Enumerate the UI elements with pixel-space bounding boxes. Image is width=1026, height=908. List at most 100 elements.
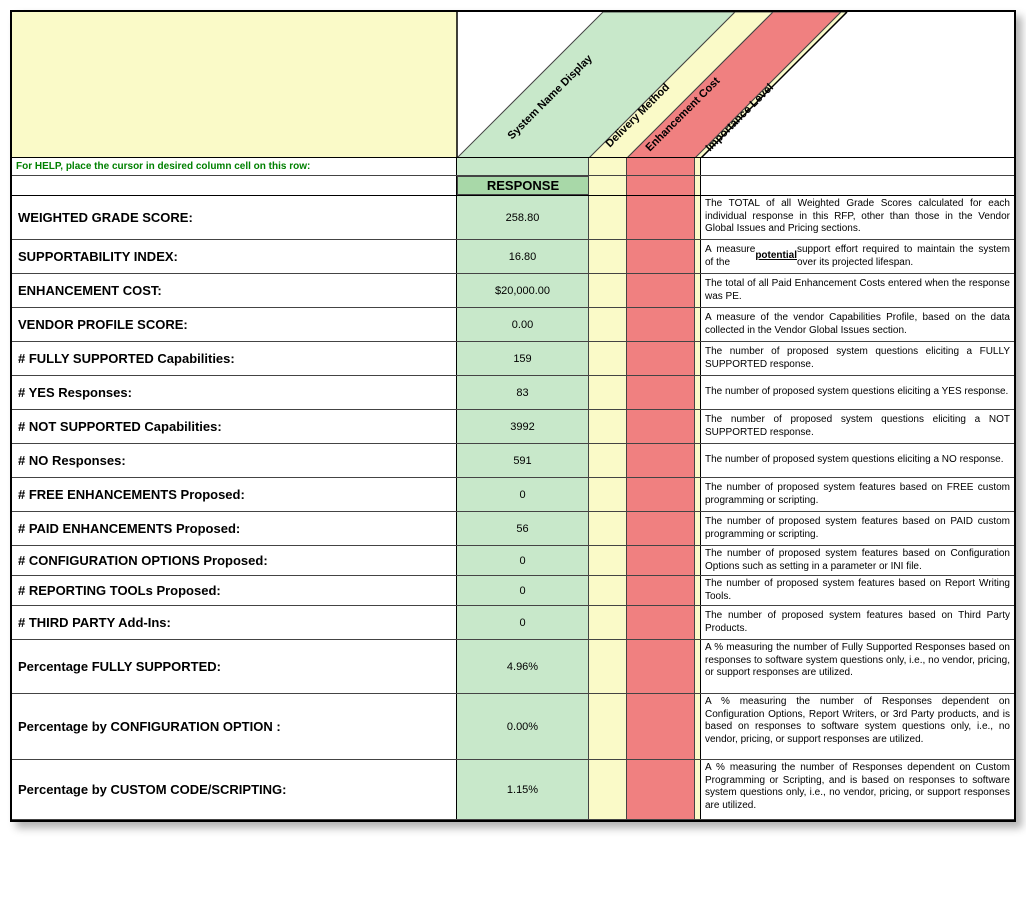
row-label: # THIRD PARTY Add-Ins: xyxy=(12,606,457,639)
row-response-value[interactable]: $20,000.00 xyxy=(457,274,589,307)
row-delivery-cell[interactable] xyxy=(589,376,627,409)
row-response-value[interactable]: 159 xyxy=(457,342,589,375)
table-row: ENHANCEMENT COST:$20,000.00The total of … xyxy=(12,274,1014,308)
row-description: The number of proposed system questions … xyxy=(701,342,1014,375)
row-description: The number of proposed system features b… xyxy=(701,512,1014,545)
row-label: # YES Responses: xyxy=(12,376,457,409)
row-description: The number of proposed system questions … xyxy=(701,444,1014,477)
row-response-value[interactable]: 0.00% xyxy=(457,694,589,759)
row-response-value[interactable]: 56 xyxy=(457,512,589,545)
row-label: # NOT SUPPORTED Capabilities: xyxy=(12,410,457,443)
row-label: VENDOR PROFILE SCORE: xyxy=(12,308,457,341)
row-enhancement-cell[interactable] xyxy=(627,512,695,545)
row-delivery-cell[interactable] xyxy=(589,640,627,693)
row-delivery-cell[interactable] xyxy=(589,342,627,375)
row-description: A % measuring the number of Fully Suppor… xyxy=(701,640,1014,693)
row-enhancement-cell[interactable] xyxy=(627,478,695,511)
row-delivery-cell[interactable] xyxy=(589,274,627,307)
row-delivery-cell[interactable] xyxy=(589,444,627,477)
row-enhancement-cell[interactable] xyxy=(627,694,695,759)
row-enhancement-cell[interactable] xyxy=(627,342,695,375)
table-row: Percentage by CUSTOM CODE/SCRIPTING:1.15… xyxy=(12,760,1014,820)
row-response-value[interactable]: 4.96% xyxy=(457,640,589,693)
row-enhancement-cell[interactable] xyxy=(627,274,695,307)
row-description: The TOTAL of all Weighted Grade Scores c… xyxy=(701,196,1014,239)
row-enhancement-cell[interactable] xyxy=(627,640,695,693)
row-response-value[interactable]: 258.80 xyxy=(457,196,589,239)
diagonal-header: System Name Display Delivery Method Enha… xyxy=(12,12,1014,158)
row-enhancement-cell[interactable] xyxy=(627,196,695,239)
row-delivery-cell[interactable] xyxy=(589,196,627,239)
row-delivery-cell[interactable] xyxy=(589,760,627,819)
table-row: # THIRD PARTY Add-Ins:0 The number of pro… xyxy=(12,606,1014,640)
row-label: # CONFIGURATION OPTIONS Proposed: xyxy=(12,546,457,575)
row-enhancement-cell[interactable] xyxy=(627,444,695,477)
row-response-value[interactable]: 0 xyxy=(457,606,589,639)
table-row: # FULLY SUPPORTED Capabilities:159 The nu… xyxy=(12,342,1014,376)
help-row: For HELP, place the cursor in desired co… xyxy=(12,158,1014,176)
response-header-delivery xyxy=(589,176,627,195)
row-delivery-cell[interactable] xyxy=(589,410,627,443)
table-row: # YES Responses:83 The number of proposed… xyxy=(12,376,1014,410)
row-enhancement-cell[interactable] xyxy=(627,760,695,819)
rows-container: WEIGHTED GRADE SCORE:258.80The TOTAL of … xyxy=(12,196,1014,820)
response-header-enh xyxy=(627,176,695,195)
row-label: # REPORTING TOOLs Proposed: xyxy=(12,576,457,605)
row-label: # PAID ENHANCEMENTS Proposed: xyxy=(12,512,457,545)
row-enhancement-cell[interactable] xyxy=(627,606,695,639)
help-cell-enhancement[interactable] xyxy=(627,158,695,175)
row-enhancement-cell[interactable] xyxy=(627,240,695,273)
response-header-cell: RESPONSE xyxy=(457,176,589,195)
row-response-value[interactable]: 0.00 xyxy=(457,308,589,341)
row-label: # FULLY SUPPORTED Capabilities: xyxy=(12,342,457,375)
help-cell-delivery[interactable] xyxy=(589,158,627,175)
row-delivery-cell[interactable] xyxy=(589,308,627,341)
row-label: Percentage by CONFIGURATION OPTION : xyxy=(12,694,457,759)
row-description: A measure of the potential support effor… xyxy=(701,240,1014,273)
row-delivery-cell[interactable] xyxy=(589,576,627,605)
row-delivery-cell[interactable] xyxy=(589,546,627,575)
row-description: The total of all Paid Enhancement Costs … xyxy=(701,274,1014,307)
row-response-value[interactable]: 3992 xyxy=(457,410,589,443)
row-description: The number of proposed system features b… xyxy=(701,606,1014,639)
row-enhancement-cell[interactable] xyxy=(627,576,695,605)
table-row: # REPORTING TOOLs Proposed:0 The number o… xyxy=(12,576,1014,606)
row-description: The number of proposed system features b… xyxy=(701,576,1014,605)
table-row: # NOT SUPPORTED Capabilities:3992The num… xyxy=(12,410,1014,444)
row-description: A measure of the vendor Capabilities Pro… xyxy=(701,308,1014,341)
row-label: Percentage by CUSTOM CODE/SCRIPTING: xyxy=(12,760,457,819)
row-delivery-cell[interactable] xyxy=(589,606,627,639)
row-enhancement-cell[interactable] xyxy=(627,308,695,341)
help-cell-desc xyxy=(701,158,1014,175)
row-delivery-cell[interactable] xyxy=(589,512,627,545)
row-description: The number of proposed system features b… xyxy=(701,478,1014,511)
row-response-value[interactable]: 1.15% xyxy=(457,760,589,819)
table-row: # CONFIGURATION OPTIONS Proposed:0The nu… xyxy=(12,546,1014,576)
row-response-value[interactable]: 0 xyxy=(457,546,589,575)
response-header-row: RESPONSE xyxy=(12,176,1014,196)
row-response-value[interactable]: 16.80 xyxy=(457,240,589,273)
table-row: # FREE ENHANCEMENTS Proposed:0 The number… xyxy=(12,478,1014,512)
row-response-value[interactable]: 0 xyxy=(457,576,589,605)
table-row: WEIGHTED GRADE SCORE:258.80The TOTAL of … xyxy=(12,196,1014,240)
spreadsheet-wrap: System Name Display Delivery Method Enha… xyxy=(10,10,1016,822)
row-delivery-cell[interactable] xyxy=(589,694,627,759)
help-text: For HELP, place the cursor in desired co… xyxy=(12,158,457,175)
table-row: SUPPORTABILITY INDEX:16.80 A measure of t… xyxy=(12,240,1014,274)
row-delivery-cell[interactable] xyxy=(589,240,627,273)
row-response-value[interactable]: 83 xyxy=(457,376,589,409)
response-header-desc xyxy=(701,176,1014,195)
row-label: SUPPORTABILITY INDEX: xyxy=(12,240,457,273)
row-response-value[interactable]: 0 xyxy=(457,478,589,511)
row-response-value[interactable]: 591 xyxy=(457,444,589,477)
response-header-spacer xyxy=(12,176,457,195)
help-cell-response[interactable] xyxy=(457,158,589,175)
row-enhancement-cell[interactable] xyxy=(627,546,695,575)
row-label: # FREE ENHANCEMENTS Proposed: xyxy=(12,478,457,511)
table-row: # NO Responses:591The number of proposed… xyxy=(12,444,1014,478)
row-description: The number of proposed system questions … xyxy=(701,376,1014,409)
row-delivery-cell[interactable] xyxy=(589,478,627,511)
row-description: A % measuring the number of Responses de… xyxy=(701,694,1014,759)
row-enhancement-cell[interactable] xyxy=(627,410,695,443)
row-enhancement-cell[interactable] xyxy=(627,376,695,409)
